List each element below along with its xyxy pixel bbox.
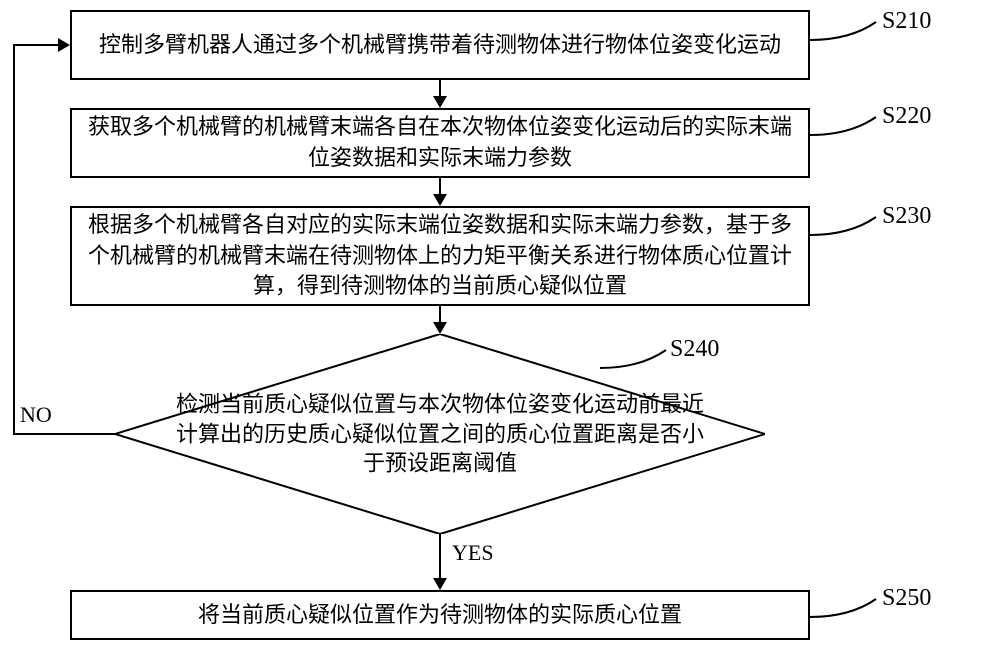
flowchart-container: 控制多臂机器人通过多个机械臂携带着待测物体进行物体位姿变化运动 S210 获取多…	[0, 0, 1000, 654]
edge-yes-label: YES	[452, 540, 494, 566]
no-h1	[13, 433, 115, 435]
step-s230-text: 根据多个机械臂各自对应的实际末端位姿数据和实际末端力参数，基于多个机械臂的机械臂…	[84, 210, 796, 302]
arrow-head-s220-s230	[433, 194, 447, 206]
arrow-s210-s220	[439, 80, 441, 96]
step-s220: 获取多个机械臂的机械臂末端各自在本次物体位姿变化运动后的实际末端位姿数据和实际末…	[70, 108, 810, 178]
arrow-head-s230-s240	[433, 322, 447, 334]
arrow-s220-s230	[439, 178, 441, 194]
step-s220-text: 获取多个机械臂的机械臂末端各自在本次物体位姿变化运动后的实际末端位姿数据和实际末…	[84, 112, 796, 174]
label-s240: S240	[670, 336, 719, 363]
arrow-s230-s240	[439, 306, 441, 322]
step-s230: 根据多个机械臂各自对应的实际末端位姿数据和实际末端力参数，基于多个机械臂的机械臂…	[70, 206, 810, 306]
label-s250: S250	[882, 585, 931, 612]
edge-no-label: NO	[20, 402, 52, 428]
arrow-head-no	[58, 38, 70, 52]
label-s230: S230	[882, 203, 931, 230]
arrow-s240-s250	[439, 534, 441, 578]
step-s210-text: 控制多臂机器人通过多个机械臂携带着待测物体进行物体位姿变化运动	[99, 30, 781, 61]
step-s250-text: 将当前质心疑似位置作为待测物体的实际质心位置	[198, 600, 682, 631]
step-s250: 将当前质心疑似位置作为待测物体的实际质心位置	[70, 590, 810, 640]
label-s210: S210	[882, 8, 931, 35]
no-h2	[13, 44, 58, 46]
step-s210: 控制多臂机器人通过多个机械臂携带着待测物体进行物体位姿变化运动	[70, 10, 810, 80]
label-s220: S220	[882, 103, 931, 130]
step-s240-text: 检测当前质心疑似位置与本次物体位姿变化运动前最近计算出的历史质心疑似位置之间的质…	[115, 389, 765, 478]
arrow-head-s210-s220	[433, 96, 447, 108]
arrow-head-s240-s250	[433, 578, 447, 590]
no-v	[13, 45, 15, 435]
